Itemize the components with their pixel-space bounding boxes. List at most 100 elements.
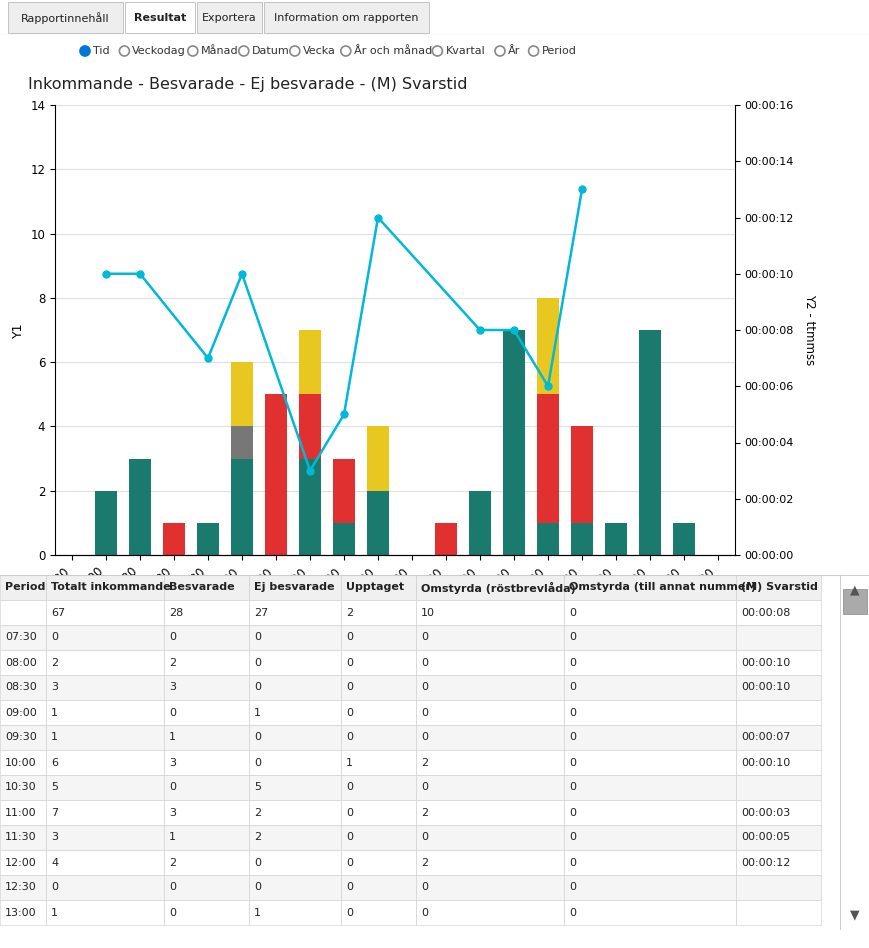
Text: 6: 6 [51,757,58,768]
FancyBboxPatch shape [249,650,341,675]
FancyBboxPatch shape [46,800,164,825]
FancyBboxPatch shape [249,725,341,750]
Text: 0: 0 [254,632,261,643]
Text: 1: 1 [51,907,58,918]
Circle shape [494,46,504,56]
Text: Besvarade: Besvarade [169,582,235,592]
Text: 0: 0 [568,707,575,718]
Text: 0: 0 [346,733,353,742]
Text: Datum: Datum [251,46,289,56]
Text: 0: 0 [568,608,575,617]
Text: 0: 0 [51,632,58,643]
Text: ▲: ▲ [849,584,859,597]
Text: Ej besvarade: Ej besvarade [254,582,334,592]
Text: 3: 3 [169,808,176,817]
FancyBboxPatch shape [46,625,164,650]
Text: Omstyrda (röstbrevlåda): Omstyrda (röstbrevlåda) [421,581,575,593]
FancyBboxPatch shape [735,800,820,825]
Text: Kvartal: Kvartal [445,46,485,56]
Bar [230,459,253,555]
Text: ▼: ▼ [849,908,859,921]
Bar [536,298,559,394]
Text: 4: 4 [51,858,58,867]
Text: Inkommande - Besvarade - Ej besvarade - (M) Svarstid: Inkommande - Besvarade - Ej besvarade - … [28,77,467,92]
Bar [673,523,694,555]
FancyBboxPatch shape [164,900,249,925]
FancyBboxPatch shape [249,750,341,775]
Text: 0: 0 [421,632,428,643]
FancyBboxPatch shape [563,600,735,625]
Bar [502,330,525,555]
FancyBboxPatch shape [735,750,820,775]
Text: 3: 3 [169,757,176,768]
FancyBboxPatch shape [8,2,123,33]
Text: 0: 0 [421,733,428,742]
Circle shape [289,46,300,56]
FancyBboxPatch shape [46,600,164,625]
Text: 0: 0 [169,782,176,793]
Text: 2: 2 [254,832,261,843]
FancyBboxPatch shape [563,700,735,725]
Text: 0: 0 [421,683,428,692]
FancyBboxPatch shape [164,600,249,625]
FancyBboxPatch shape [415,625,563,650]
FancyBboxPatch shape [735,875,820,900]
FancyBboxPatch shape [164,725,249,750]
Bar [333,523,355,555]
Text: 27: 27 [254,608,268,617]
FancyBboxPatch shape [735,625,820,650]
FancyBboxPatch shape [341,725,415,750]
FancyBboxPatch shape [0,900,46,925]
Text: 0: 0 [568,808,575,817]
FancyBboxPatch shape [735,675,820,700]
Text: 0: 0 [568,832,575,843]
Text: 0: 0 [51,883,58,892]
Text: 10:00: 10:00 [5,757,36,768]
Circle shape [188,46,197,56]
Text: 10:30: 10:30 [5,782,36,793]
Text: 0: 0 [254,683,261,692]
Text: År och månad: År och månad [354,46,432,56]
FancyBboxPatch shape [341,800,415,825]
FancyBboxPatch shape [563,775,735,800]
FancyBboxPatch shape [164,875,249,900]
FancyBboxPatch shape [563,750,735,775]
Text: 67: 67 [51,608,65,617]
Text: 12:00: 12:00 [5,858,36,867]
FancyBboxPatch shape [0,825,46,850]
Text: 0: 0 [421,832,428,843]
FancyBboxPatch shape [563,800,735,825]
Text: 00:00:03: 00:00:03 [740,808,789,817]
Text: 07:30: 07:30 [5,632,36,643]
FancyBboxPatch shape [563,650,735,675]
Bar [434,523,456,555]
Circle shape [238,46,249,56]
Text: 0: 0 [421,907,428,918]
FancyBboxPatch shape [341,625,415,650]
FancyBboxPatch shape [341,750,415,775]
Circle shape [119,46,129,56]
FancyBboxPatch shape [46,750,164,775]
FancyBboxPatch shape [249,825,341,850]
Text: Tid: Tid [93,46,109,56]
FancyBboxPatch shape [341,700,415,725]
Bar [129,459,151,555]
FancyBboxPatch shape [164,650,249,675]
FancyBboxPatch shape [735,825,820,850]
FancyBboxPatch shape [249,675,341,700]
Text: 1: 1 [169,733,176,742]
Y-axis label: Y1: Y1 [11,322,24,337]
Text: 2: 2 [421,757,428,768]
Text: År: År [507,46,520,56]
FancyBboxPatch shape [46,825,164,850]
FancyBboxPatch shape [46,775,164,800]
Text: 1: 1 [254,707,261,718]
Text: 00:00:10: 00:00:10 [740,683,789,692]
Text: 0: 0 [169,907,176,918]
Text: 0: 0 [346,632,353,643]
Bar [604,523,627,555]
FancyBboxPatch shape [249,850,341,875]
FancyBboxPatch shape [415,875,563,900]
FancyBboxPatch shape [341,875,415,900]
Text: 09:00: 09:00 [5,707,36,718]
